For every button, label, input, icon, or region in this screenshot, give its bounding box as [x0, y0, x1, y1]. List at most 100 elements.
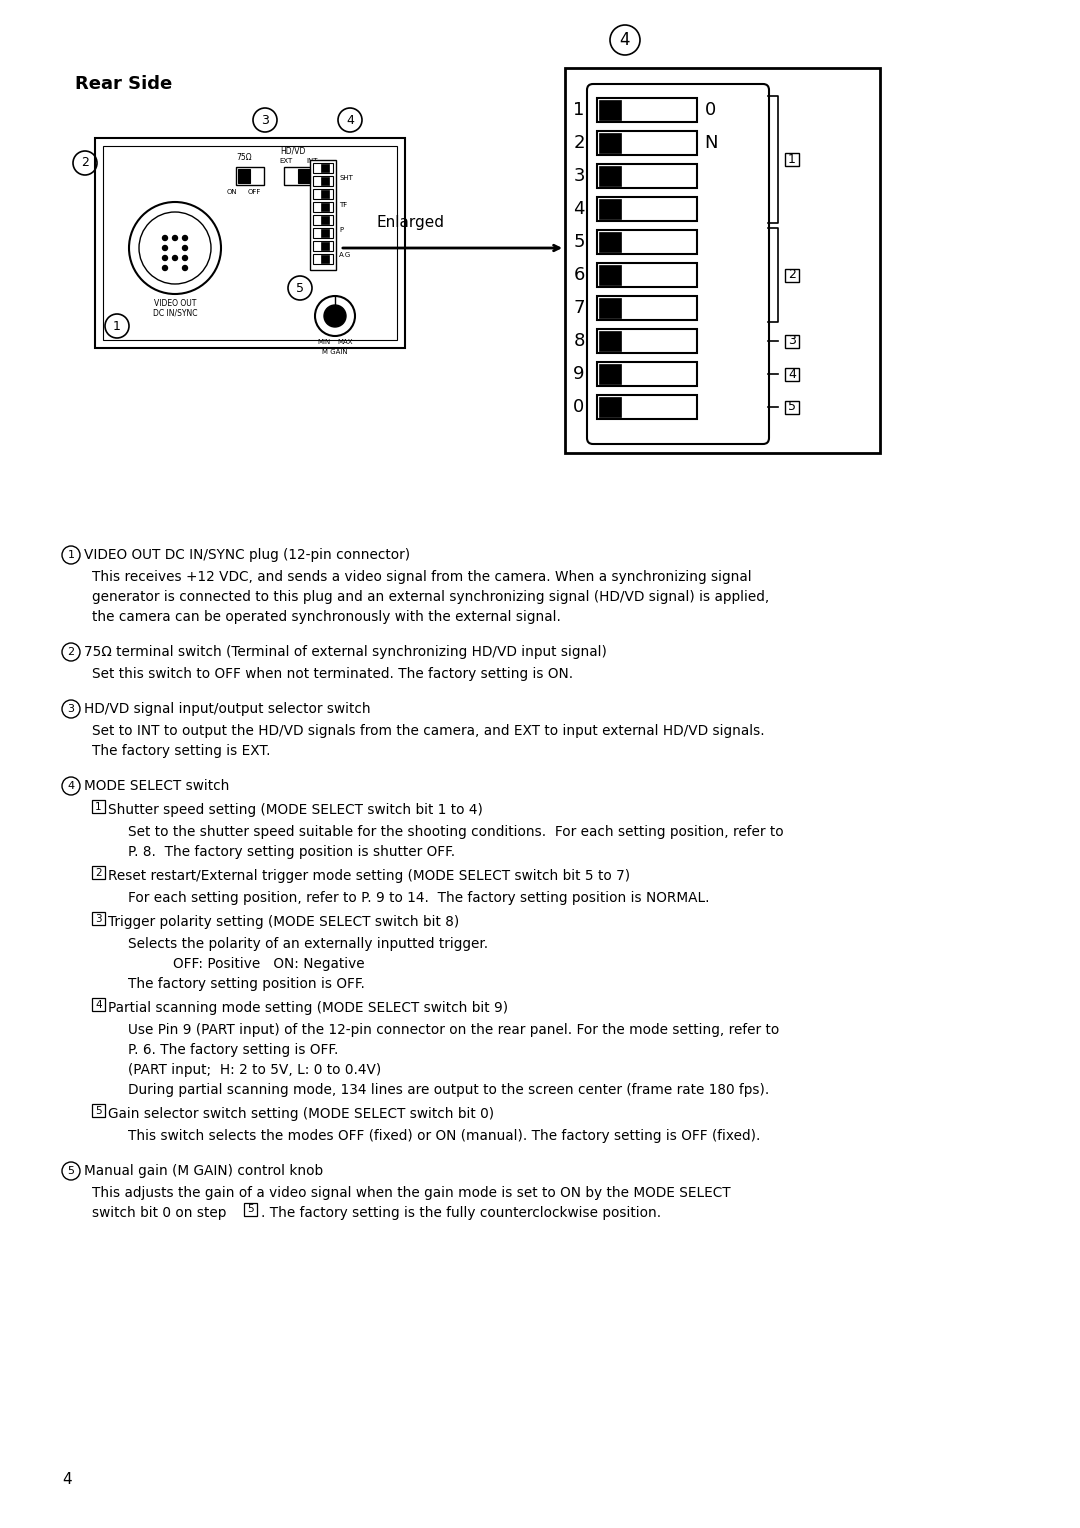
- Circle shape: [173, 235, 177, 240]
- Text: HD/VD: HD/VD: [281, 147, 306, 156]
- Text: 4: 4: [67, 781, 75, 792]
- Circle shape: [162, 235, 167, 240]
- Bar: [599, 298, 621, 318]
- Text: 3: 3: [95, 914, 102, 923]
- Text: P. 8.  The factory setting position is shutter OFF.: P. 8. The factory setting position is sh…: [129, 845, 455, 859]
- Text: Trigger polarity setting (MODE SELECT switch bit 8): Trigger polarity setting (MODE SELECT sw…: [108, 915, 459, 929]
- Text: 4: 4: [573, 200, 584, 219]
- Bar: [321, 203, 329, 211]
- Bar: [599, 167, 621, 186]
- Text: OFF: Positive   ON: Negative: OFF: Positive ON: Negative: [173, 957, 365, 970]
- Text: This switch selects the modes OFF (fixed) or ON (manual). The factory setting is: This switch selects the modes OFF (fixed…: [129, 1129, 760, 1143]
- Bar: [597, 263, 697, 287]
- Text: TF: TF: [339, 202, 348, 208]
- Bar: [597, 362, 697, 387]
- Text: Selects the polarity of an externally inputted trigger.: Selects the polarity of an externally in…: [129, 937, 488, 950]
- Bar: [321, 229, 329, 237]
- Bar: [597, 163, 697, 188]
- Bar: [785, 335, 799, 347]
- Text: 0: 0: [705, 101, 717, 119]
- Bar: [103, 147, 397, 341]
- Text: Set this switch to OFF when not terminated. The factory setting is ON.: Set this switch to OFF when not terminat…: [92, 668, 573, 681]
- Bar: [313, 176, 333, 186]
- FancyBboxPatch shape: [588, 84, 769, 445]
- Bar: [313, 189, 333, 199]
- Circle shape: [183, 235, 188, 240]
- Circle shape: [183, 246, 188, 251]
- Text: 4: 4: [346, 113, 354, 127]
- Bar: [313, 254, 333, 264]
- Bar: [313, 163, 333, 173]
- Text: INT: INT: [307, 157, 318, 163]
- Text: 4: 4: [788, 368, 796, 380]
- Bar: [599, 99, 621, 121]
- Text: 3: 3: [67, 704, 75, 714]
- Text: MIN: MIN: [318, 339, 330, 345]
- Bar: [92, 801, 105, 813]
- Bar: [597, 231, 697, 254]
- Text: Use Pin 9 (PART input) of the 12-pin connector on the rear panel. For the mode s: Use Pin 9 (PART input) of the 12-pin con…: [129, 1024, 780, 1038]
- Circle shape: [162, 246, 167, 251]
- Circle shape: [315, 296, 355, 336]
- Text: The factory setting position is OFF.: The factory setting position is OFF.: [129, 976, 365, 992]
- Bar: [321, 241, 329, 251]
- Text: 7: 7: [573, 299, 584, 316]
- Text: For each setting position, refer to P. 9 to 14.  The factory setting position is: For each setting position, refer to P. 9…: [129, 891, 710, 905]
- Circle shape: [162, 266, 167, 270]
- Text: This receives +12 VDC, and sends a video signal from the camera. When a synchron: This receives +12 VDC, and sends a video…: [92, 570, 752, 584]
- Text: Set to the shutter speed suitable for the shooting conditions.  For each setting: Set to the shutter speed suitable for th…: [129, 825, 784, 839]
- Text: 75Ω: 75Ω: [237, 153, 252, 162]
- Text: 4: 4: [95, 999, 102, 1010]
- Bar: [599, 397, 621, 417]
- Bar: [313, 228, 333, 238]
- Bar: [597, 296, 697, 319]
- Bar: [321, 255, 329, 263]
- Text: Enlarged: Enlarged: [376, 215, 444, 231]
- Circle shape: [183, 255, 188, 260]
- Bar: [599, 332, 621, 351]
- Circle shape: [183, 266, 188, 270]
- Text: A.G: A.G: [339, 252, 351, 258]
- Text: Manual gain (M GAIN) control knob: Manual gain (M GAIN) control knob: [84, 1164, 323, 1178]
- Text: Set to INT to output the HD/VD signals from the camera, and EXT to input externa: Set to INT to output the HD/VD signals f…: [92, 724, 765, 738]
- Text: 1: 1: [67, 550, 75, 559]
- Bar: [284, 167, 312, 185]
- Bar: [785, 368, 799, 380]
- Text: 4: 4: [620, 31, 631, 49]
- Bar: [92, 1105, 105, 1117]
- Text: ON: ON: [227, 189, 238, 196]
- Circle shape: [162, 255, 167, 260]
- Bar: [92, 912, 105, 924]
- Bar: [244, 1203, 257, 1216]
- Bar: [313, 241, 333, 251]
- Bar: [785, 153, 799, 167]
- Text: the camera can be operated synchronously with the external signal.: the camera can be operated synchronously…: [92, 610, 561, 623]
- Bar: [313, 202, 333, 212]
- Text: DC IN/SYNC: DC IN/SYNC: [152, 309, 198, 318]
- Text: 3: 3: [261, 113, 269, 127]
- Text: 2: 2: [95, 868, 102, 877]
- Text: 5: 5: [67, 1166, 75, 1177]
- Text: 1: 1: [573, 101, 584, 119]
- Text: Rear Side: Rear Side: [75, 75, 172, 93]
- Text: The factory setting is EXT.: The factory setting is EXT.: [92, 744, 270, 758]
- Bar: [597, 197, 697, 222]
- Text: P: P: [339, 228, 343, 232]
- Text: During partial scanning mode, 134 lines are output to the screen center (frame r: During partial scanning mode, 134 lines …: [129, 1083, 769, 1097]
- Text: Partial scanning mode setting (MODE SELECT switch bit 9): Partial scanning mode setting (MODE SELE…: [108, 1001, 508, 1015]
- Text: SHT: SHT: [339, 176, 353, 180]
- Bar: [298, 170, 310, 183]
- Text: P. 6. The factory setting is OFF.: P. 6. The factory setting is OFF.: [129, 1044, 338, 1057]
- Bar: [321, 177, 329, 185]
- Text: 5: 5: [296, 281, 303, 295]
- Bar: [599, 232, 621, 252]
- Bar: [785, 400, 799, 414]
- Bar: [238, 170, 249, 183]
- Text: 1: 1: [113, 319, 121, 333]
- Text: 5: 5: [573, 232, 584, 251]
- Bar: [565, 69, 880, 452]
- Bar: [92, 998, 105, 1012]
- Text: M GAIN: M GAIN: [322, 348, 348, 354]
- Text: 3: 3: [788, 335, 796, 347]
- Bar: [310, 160, 336, 270]
